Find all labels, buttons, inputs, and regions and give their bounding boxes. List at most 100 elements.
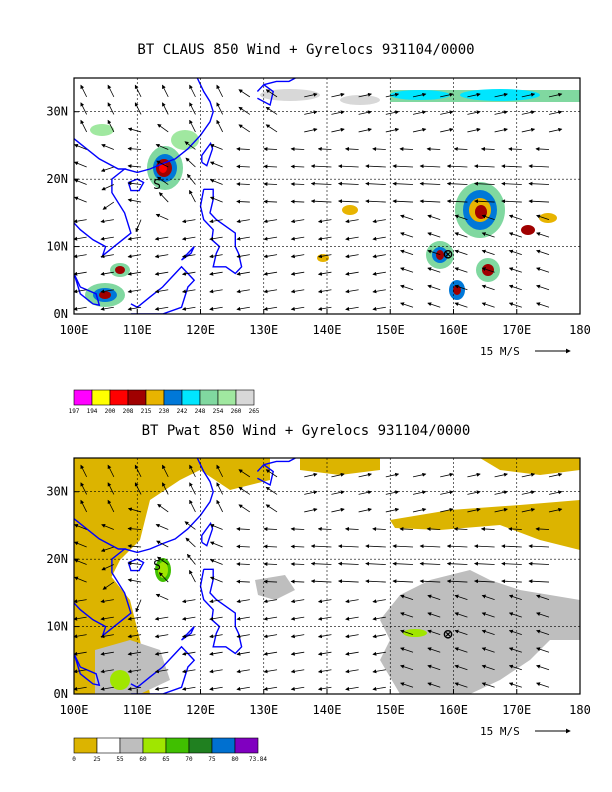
colorbar-swatch — [73, 737, 98, 754]
wind-vector — [238, 106, 251, 115]
coastline — [127, 558, 145, 572]
coastline — [180, 246, 195, 261]
wind-vector — [238, 486, 251, 495]
wind-vector — [181, 306, 196, 311]
wind-vector — [337, 579, 359, 584]
x-tick-label: 100E — [60, 323, 89, 337]
wind-vector — [154, 236, 169, 241]
wind-vector — [263, 616, 278, 621]
wind-vector — [290, 634, 305, 639]
wind-vector — [473, 181, 495, 186]
wind-vector — [263, 199, 278, 204]
colorbar-label: 254 — [213, 408, 224, 415]
x-tick-label: 160E — [439, 323, 468, 337]
colorbar-label: 260 — [231, 408, 242, 415]
cloud-field — [85, 89, 580, 307]
wind-vector — [453, 146, 468, 151]
wind-vector — [508, 284, 522, 291]
wind-vector — [290, 669, 305, 674]
wind-vector — [528, 164, 550, 169]
wind-vector — [446, 181, 468, 186]
wind-vector — [189, 569, 196, 583]
wind-vector — [74, 236, 87, 241]
wind-vector — [74, 254, 87, 259]
wind-vector — [236, 236, 250, 241]
wind-vectors — [74, 84, 563, 311]
wind-vector — [494, 490, 508, 495]
x-tick-label: 130E — [249, 323, 278, 337]
colorbar-label: 73.84 — [249, 756, 267, 763]
wind-vector — [154, 306, 169, 311]
wind-vector — [365, 561, 386, 566]
y-tick-label: 10N — [46, 620, 68, 634]
wind-vector — [440, 127, 454, 133]
wind-vector — [426, 146, 441, 151]
colorbar-swatch — [163, 389, 183, 406]
wind-vector — [127, 271, 142, 276]
wind-vector — [80, 102, 88, 115]
wind-vector — [481, 629, 495, 636]
wind-vector — [155, 593, 169, 600]
wind-vector — [209, 651, 223, 656]
y-tick-label: 0N — [54, 687, 68, 701]
wind-vector — [345, 306, 359, 311]
colorbar-swatch — [165, 737, 190, 754]
wind-vector — [209, 541, 223, 548]
wind-vector — [385, 490, 400, 495]
wind-vector — [189, 84, 196, 98]
y-tick-label: 20N — [46, 552, 68, 566]
wind-vector — [100, 289, 114, 294]
wind-vector — [521, 127, 536, 133]
wind-vector — [481, 664, 495, 671]
wind-vector — [181, 254, 196, 259]
wind-vector — [440, 490, 454, 495]
wind-vector — [365, 164, 386, 169]
wind-vector — [440, 507, 454, 513]
wind-vector — [100, 651, 114, 656]
wind-vector — [317, 651, 332, 656]
wind-vector — [385, 92, 400, 98]
wind-vector — [181, 271, 196, 276]
wind-vector — [501, 181, 522, 186]
wind-vector — [331, 490, 345, 495]
wind-vector — [392, 579, 414, 584]
wind-vector — [427, 629, 441, 636]
wind-vector — [189, 482, 196, 495]
wind-vector — [494, 127, 508, 133]
typhoon-symbol: S — [153, 178, 161, 193]
wind-vector — [74, 559, 87, 565]
wind-vector — [155, 523, 169, 530]
wind-vector — [345, 271, 359, 276]
coastline — [256, 463, 274, 487]
wind-vector — [127, 289, 142, 294]
wind-vector — [317, 599, 332, 604]
wind-vector — [265, 469, 278, 478]
wind-vector — [331, 110, 345, 115]
coastline — [263, 458, 296, 466]
wind-vector — [189, 119, 196, 133]
wind-vector — [74, 686, 87, 691]
coastline — [199, 188, 243, 275]
wind-vector — [158, 192, 169, 203]
wind-vector — [427, 302, 441, 308]
gyre-center-icon: ⊗ — [443, 245, 452, 263]
wind-vector — [548, 507, 563, 513]
wind-vector — [365, 544, 386, 549]
wind-vector — [127, 164, 142, 169]
wind-vector — [290, 271, 305, 276]
colorbar-label: 215 — [141, 408, 152, 415]
wind-vector — [508, 249, 522, 256]
lat-lon-grid — [74, 78, 580, 314]
wind-vector — [184, 141, 196, 150]
wind-vector — [454, 232, 468, 238]
wind-vector — [536, 232, 550, 238]
wind-vector — [481, 302, 495, 308]
colorbar-swatch — [181, 389, 201, 406]
wind-vector — [127, 146, 142, 151]
wind-vector — [337, 181, 359, 186]
colorbar-swatch — [234, 737, 259, 754]
wind-vector — [263, 306, 278, 311]
wind-vector — [467, 127, 481, 133]
colorbar-swatch — [96, 737, 121, 754]
wind-vector — [358, 490, 372, 495]
